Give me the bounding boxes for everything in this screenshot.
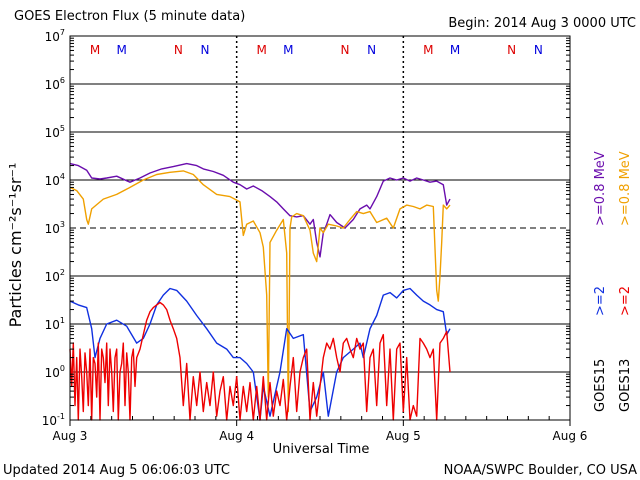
mn-marker: M	[256, 43, 266, 57]
mn-marker: M	[90, 43, 100, 57]
mn-marker: N	[201, 43, 210, 57]
plot-grid	[70, 36, 570, 420]
series-line	[69, 287, 451, 421]
credit-label: NOAA/SWPC Boulder, CO USA	[444, 463, 637, 478]
mn-marker: N	[534, 43, 543, 57]
x-tick-label: Aug 5	[386, 429, 421, 443]
series-layer	[69, 162, 451, 421]
y-tick-label: 107	[45, 28, 65, 44]
mn-marker: N	[367, 43, 376, 57]
legend-g15-08: >=0.8 MeV	[593, 151, 608, 226]
sat-top-label: GOES15	[593, 359, 608, 412]
mn-marker: N	[341, 43, 350, 57]
mn-marker: M	[116, 43, 126, 57]
y-tick-label: 102	[45, 268, 65, 284]
sat-bottom-label: GOES13	[618, 359, 633, 412]
series-line	[69, 162, 451, 258]
x-tick-label: Aug 4	[219, 429, 254, 443]
x-tick-label: Aug 3	[53, 429, 88, 443]
y-axis-label: Particles cm⁻²s⁻¹sr⁻¹	[6, 163, 25, 328]
legend-g13-2: >=2	[618, 286, 633, 316]
y-tick-label: 101	[45, 316, 65, 332]
y-tick-label: 106	[45, 76, 65, 92]
begin-label: Begin: 2014 Aug 3 0000 UTC	[448, 16, 636, 31]
x-axis-label: Universal Time	[273, 442, 370, 457]
y-tick-label: 100	[45, 364, 65, 380]
mn-marker: N	[174, 43, 183, 57]
y-tick-label: 10-1	[42, 412, 65, 428]
x-tick-label: Aug 6	[553, 429, 588, 443]
y-tick-label: 105	[45, 124, 65, 140]
legend-g13-08: >=0.8 MeV	[618, 151, 633, 226]
legend-g15-2: >=2	[593, 286, 608, 316]
mn-marker: M	[450, 43, 460, 57]
updated-label: Updated 2014 Aug 5 06:06:03 UTC	[3, 463, 230, 478]
mn-marker: M	[283, 43, 293, 57]
series-line	[69, 170, 451, 413]
y-tick-label: 104	[45, 172, 65, 188]
mn-marker: N	[507, 43, 516, 57]
mn-marker: M	[423, 43, 433, 57]
chart-title: GOES Electron Flux (5 minute data)	[14, 9, 245, 24]
series-line	[69, 301, 451, 421]
y-tick-label: 103	[45, 220, 65, 236]
